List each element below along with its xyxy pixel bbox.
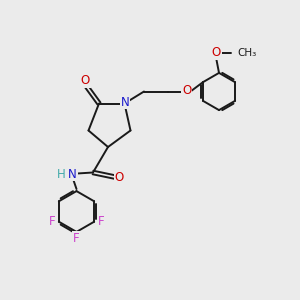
Text: H: H <box>57 167 66 181</box>
Text: CH₃: CH₃ <box>237 48 256 58</box>
Text: F: F <box>73 232 80 245</box>
Text: O: O <box>81 74 90 87</box>
Text: O: O <box>182 84 191 97</box>
Text: N: N <box>121 95 130 109</box>
Text: O: O <box>212 46 220 59</box>
Text: O: O <box>115 171 124 184</box>
Text: N: N <box>68 167 77 181</box>
Text: F: F <box>98 215 104 228</box>
Text: F: F <box>49 215 56 228</box>
